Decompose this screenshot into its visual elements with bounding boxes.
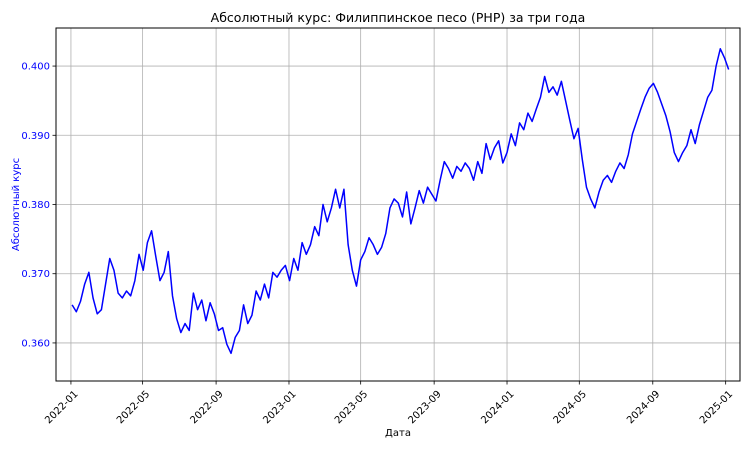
chart-title: Абсолютный курс: Филиппинское песо (PHP)… [211, 10, 586, 25]
x-tick-label: 2024-01 [479, 389, 516, 426]
series-line-php [72, 49, 729, 354]
line-layer [72, 49, 729, 354]
x-tick-label: 2022-05 [115, 389, 152, 426]
x-axis-ticks: 2022-01 2022-05 2022-09 2023-01 2023-05 2023-… [43, 381, 735, 426]
y-axis-label: Абсолютный курс [11, 158, 22, 251]
x-axis-label: Дата [385, 428, 411, 439]
y-tick-label: 0.400 [21, 62, 50, 73]
x-tick-label: 2023-09 [406, 389, 443, 426]
x-tick-label: 2023-05 [333, 389, 370, 426]
x-tick-label: 2023-01 [261, 389, 298, 426]
y-tick-label: 0.370 [21, 269, 50, 280]
x-tick-label: 2025-01 [698, 389, 735, 426]
y-tick-label: 0.360 [21, 338, 50, 349]
y-tick-label: 0.380 [21, 200, 50, 211]
x-tick-label: 2022-09 [188, 389, 225, 426]
x-tick-label: 2024-05 [552, 389, 589, 426]
x-tick-label: 2024-09 [625, 389, 662, 426]
x-tick-label: 2022-01 [43, 389, 80, 426]
y-tick-label: 0.390 [21, 131, 50, 142]
y-axis-ticks: 0.360 0.370 0.380 0.390 0.400 [21, 62, 56, 350]
